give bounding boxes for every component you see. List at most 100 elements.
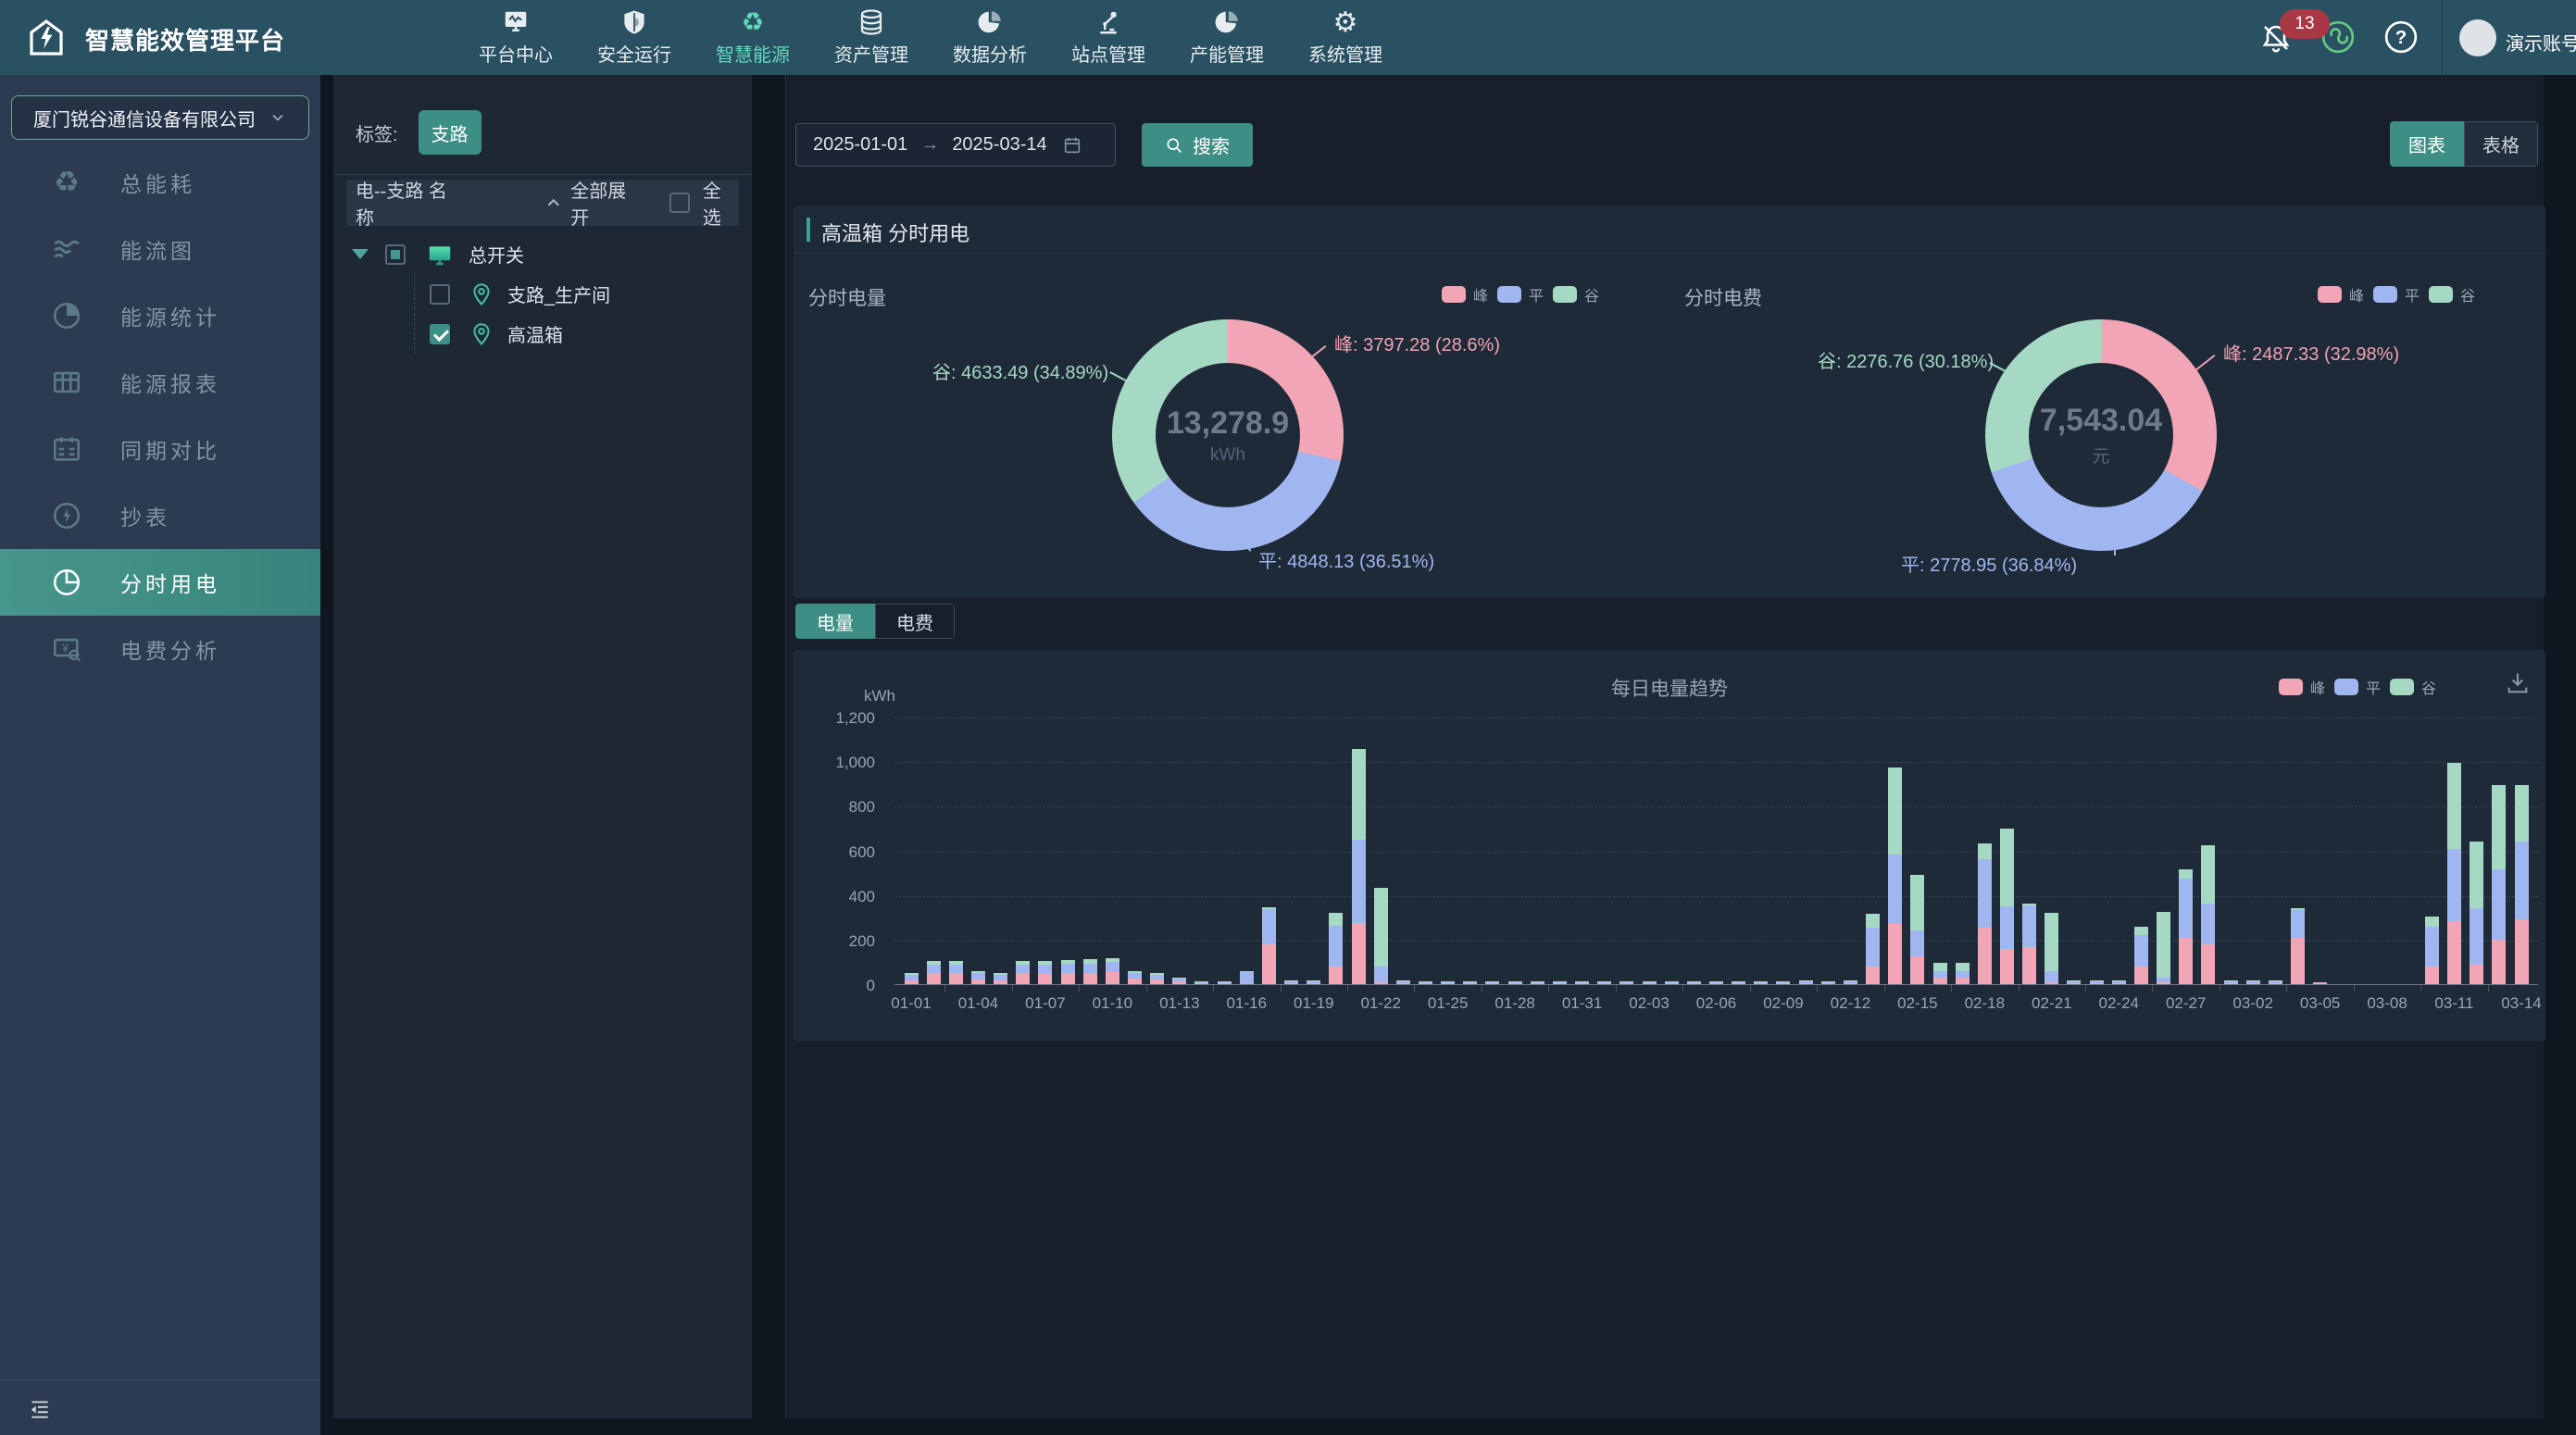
legend-item-谷[interactable]: 谷 <box>2390 676 2436 698</box>
sidebar-item-能源报表[interactable]: 能源报表 <box>0 349 320 416</box>
tree-node-label[interactable]: 总开关 <box>469 246 524 267</box>
stacked-bar-03-02 <box>2245 980 2260 984</box>
caret-down-icon[interactable] <box>352 249 369 259</box>
bar-segment-峰 <box>1709 982 1723 984</box>
tree-node-root[interactable]: 总开关 <box>333 234 752 274</box>
highbox-checkbox[interactable] <box>430 323 450 344</box>
nav-item-站点管理[interactable]: 站点管理 <box>1049 0 1168 75</box>
sidebar-item-同期对比[interactable]: 同期对比 <box>0 416 320 482</box>
bar-segment-峰 <box>1932 977 1947 984</box>
legend-item-平[interactable]: 平 <box>2334 676 2381 698</box>
sidebar-item-能源统计[interactable]: 能源统计 <box>0 282 320 349</box>
bar-segment-峰 <box>1530 983 1544 984</box>
nav-item-资产管理[interactable]: 资产管理 <box>812 0 931 75</box>
select-all-label[interactable]: 全选 <box>702 181 721 229</box>
sidebar-item-抄表[interactable]: 抄表 <box>0 482 320 549</box>
legend-label: 谷 <box>1584 289 1600 305</box>
bar-segment-谷 <box>1060 960 1075 965</box>
bar-segment-谷 <box>1172 977 1187 980</box>
x-axis-tick-label: 03-11 <box>2434 994 2474 1012</box>
legend-item-峰[interactable]: 峰 <box>1442 283 1488 306</box>
bar-segment-平 <box>1150 974 1165 980</box>
stacked-bar-02-25 <box>2133 927 2148 984</box>
chevron-up-icon[interactable] <box>544 193 564 213</box>
stacked-bar-02-26 <box>2157 911 2171 984</box>
x-axis-tick <box>1280 985 1282 992</box>
x-axis-tick-label: 01-01 <box>891 994 932 1012</box>
bar-segment-谷 <box>1709 980 1723 982</box>
bar-segment-谷 <box>1373 888 1388 967</box>
select-all-checkbox[interactable] <box>669 193 690 213</box>
stacked-bar-01-01 <box>904 972 919 984</box>
bar-segment-平 <box>1798 981 1813 983</box>
tree-node-branch[interactable]: 支路_生产间 <box>333 274 752 314</box>
tree-node-label[interactable]: 高温箱 <box>507 326 563 346</box>
search-button[interactable]: 搜索 <box>1142 123 1253 167</box>
bar-segment-谷 <box>1463 981 1478 982</box>
tree-node-label[interactable]: 支路_生产间 <box>507 286 611 306</box>
bar-segment-平 <box>1082 963 1097 973</box>
bar-segment-峰 <box>1955 977 1970 984</box>
expand-all-button[interactable]: 全部展开 <box>570 181 627 229</box>
view-table-button[interactable]: 表格 <box>2464 121 2538 167</box>
date-end[interactable]: 2025-03-14 <box>952 134 1047 155</box>
account-name[interactable]: 演示账号 <box>2506 34 2576 55</box>
x-axis-tick <box>2353 985 2355 992</box>
bar-segment-峰 <box>1843 982 1857 984</box>
legend-item-平[interactable]: 平 <box>1497 283 1544 306</box>
nav-item-平台中心[interactable]: 平台中心 <box>456 0 575 75</box>
nav-item-数据分析[interactable]: 数据分析 <box>931 0 1049 75</box>
stacked-bar-02-17 <box>1955 963 1970 984</box>
date-range-picker[interactable]: 2025-01-01 → 2025-03-14 <box>795 123 1116 167</box>
legend-item-峰[interactable]: 峰 <box>2318 283 2364 306</box>
tab-energy[interactable]: 电量 <box>795 604 875 639</box>
bar-segment-峰 <box>2089 982 2104 984</box>
bar-segment-谷 <box>1664 981 1679 982</box>
bar-segment-峰 <box>2492 939 2507 984</box>
x-axis-tick <box>2085 985 2087 992</box>
tag-branch-button[interactable]: 支路 <box>418 110 481 155</box>
nav-item-智慧能源[interactable]: ♻ 智慧能源 <box>694 0 812 75</box>
legend-item-峰[interactable]: 峰 <box>2279 676 2325 698</box>
legend-label: 谷 <box>2460 289 2476 305</box>
bar-segment-峰 <box>1395 982 1410 984</box>
nav-item-系统管理[interactable]: ⚙ 系统管理 <box>1286 0 1405 75</box>
sidebar-item-总能耗[interactable]: ♻ 总能耗 <box>0 149 320 216</box>
nav-label: 系统管理 <box>1308 45 1382 66</box>
tree-header: 电--支路 名称 全部展开 全选 <box>346 180 739 229</box>
help-icon[interactable]: ? <box>2383 19 2418 54</box>
nav-item-产能管理[interactable]: 产能管理 <box>1168 0 1286 75</box>
stacked-bar-03-10 <box>2424 916 2439 984</box>
bar-segment-峰 <box>1150 980 1165 984</box>
bar-segment-峰 <box>994 980 1008 984</box>
bar-segment-平 <box>1038 965 1053 975</box>
legend-item-谷[interactable]: 谷 <box>2429 283 2475 306</box>
root-checkbox[interactable] <box>385 243 406 265</box>
collapse-sidebar-icon[interactable] <box>26 1397 54 1421</box>
sidebar-item-分时用电[interactable]: 分时用电 <box>0 549 320 616</box>
legend-item-谷[interactable]: 谷 <box>1553 283 1599 306</box>
energy-donut-chart <box>1112 319 1344 551</box>
download-icon[interactable] <box>2505 670 2531 696</box>
bar-segment-峰 <box>1507 983 1522 984</box>
nav-item-安全运行[interactable]: 安全运行 <box>575 0 694 75</box>
sidebar-item-电费分析[interactable]: ¥ 电费分析 <box>0 616 320 682</box>
system-icon: ⚙ <box>1332 8 1359 36</box>
bar-segment-平 <box>2089 981 2104 983</box>
screen-link-icon[interactable] <box>2320 19 2355 54</box>
date-start[interactable]: 2025-01-01 <box>813 134 908 155</box>
view-chart-button[interactable]: 图表 <box>2390 121 2464 167</box>
svg-text:⚙: ⚙ <box>1333 8 1358 36</box>
tree-node-highbox[interactable]: 高温箱 <box>333 314 752 354</box>
stacked-bar-02-18 <box>1977 843 1992 984</box>
cost-peak-label: 峰: 2487.33 (32.98%) <box>2223 344 2400 365</box>
svg-text:♻: ♻ <box>54 167 80 198</box>
svg-text:?: ? <box>2395 27 2407 48</box>
sidebar-item-能流图[interactable]: 能流图 <box>0 216 320 282</box>
bar-segment-峰 <box>2133 966 2148 984</box>
branch-checkbox[interactable] <box>430 283 450 305</box>
avatar[interactable] <box>2459 19 2496 56</box>
legend-item-平[interactable]: 平 <box>2373 283 2420 306</box>
company-select[interactable]: 厦门锐谷通信设备有限公司 <box>11 95 309 140</box>
tab-cost[interactable]: 电费 <box>875 604 955 639</box>
